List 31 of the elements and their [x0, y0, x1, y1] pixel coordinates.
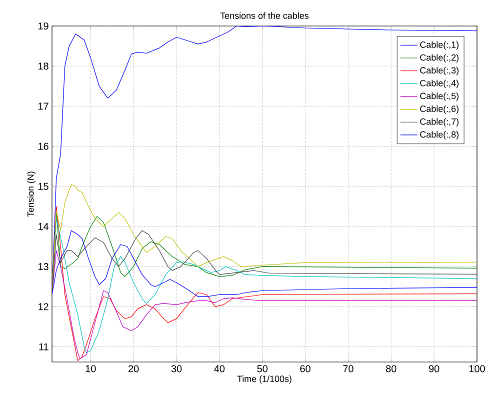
legend-label: Cable(:,6) — [420, 105, 459, 114]
x-tick-label: 30 — [171, 365, 182, 372]
x-tick-label: 70 — [343, 365, 354, 372]
y-tick-label: 13 — [38, 263, 48, 270]
y-tick-label: 14 — [38, 223, 49, 230]
y-tick-label: 16 — [38, 142, 48, 150]
legend-label: Cable(:,3) — [420, 66, 459, 76]
legend-label: Cable(:,8) — [420, 131, 459, 140]
x-tick-label: 100 — [469, 365, 485, 372]
legend-label: Cable(:,5) — [420, 92, 459, 101]
legend-label: Cable(:,1) — [420, 41, 459, 50]
x-tick-label: 60 — [300, 365, 310, 372]
y-tick-label: 12 — [38, 303, 48, 310]
chart-title: Tensions of the cables — [220, 12, 309, 19]
y-axis-title: Tension (N) — [27, 172, 36, 217]
x-tick-label: 20 — [128, 365, 139, 372]
x-tick-label: 80 — [386, 365, 396, 372]
legend-label: Cable(:,4) — [420, 80, 459, 88]
x-tick-label: 50 — [257, 365, 268, 372]
y-tick-label: 11 — [39, 343, 48, 350]
y-tick-label: 15 — [38, 182, 48, 190]
legend-label: Cable(:,2) — [420, 54, 459, 62]
legend-label: Cable(:,7) — [420, 118, 459, 127]
x-tick-label: 10 — [86, 365, 96, 372]
x-tick-label: 90 — [428, 365, 440, 372]
line-series — [52, 250, 477, 360]
x-axis-title: Time (1/100s) — [237, 375, 292, 384]
x-tick-label: 40 — [214, 365, 225, 372]
y-tick-label: 17 — [38, 102, 48, 110]
y-tick-label: 18 — [38, 62, 48, 70]
y-tick-label: 19 — [38, 22, 48, 30]
